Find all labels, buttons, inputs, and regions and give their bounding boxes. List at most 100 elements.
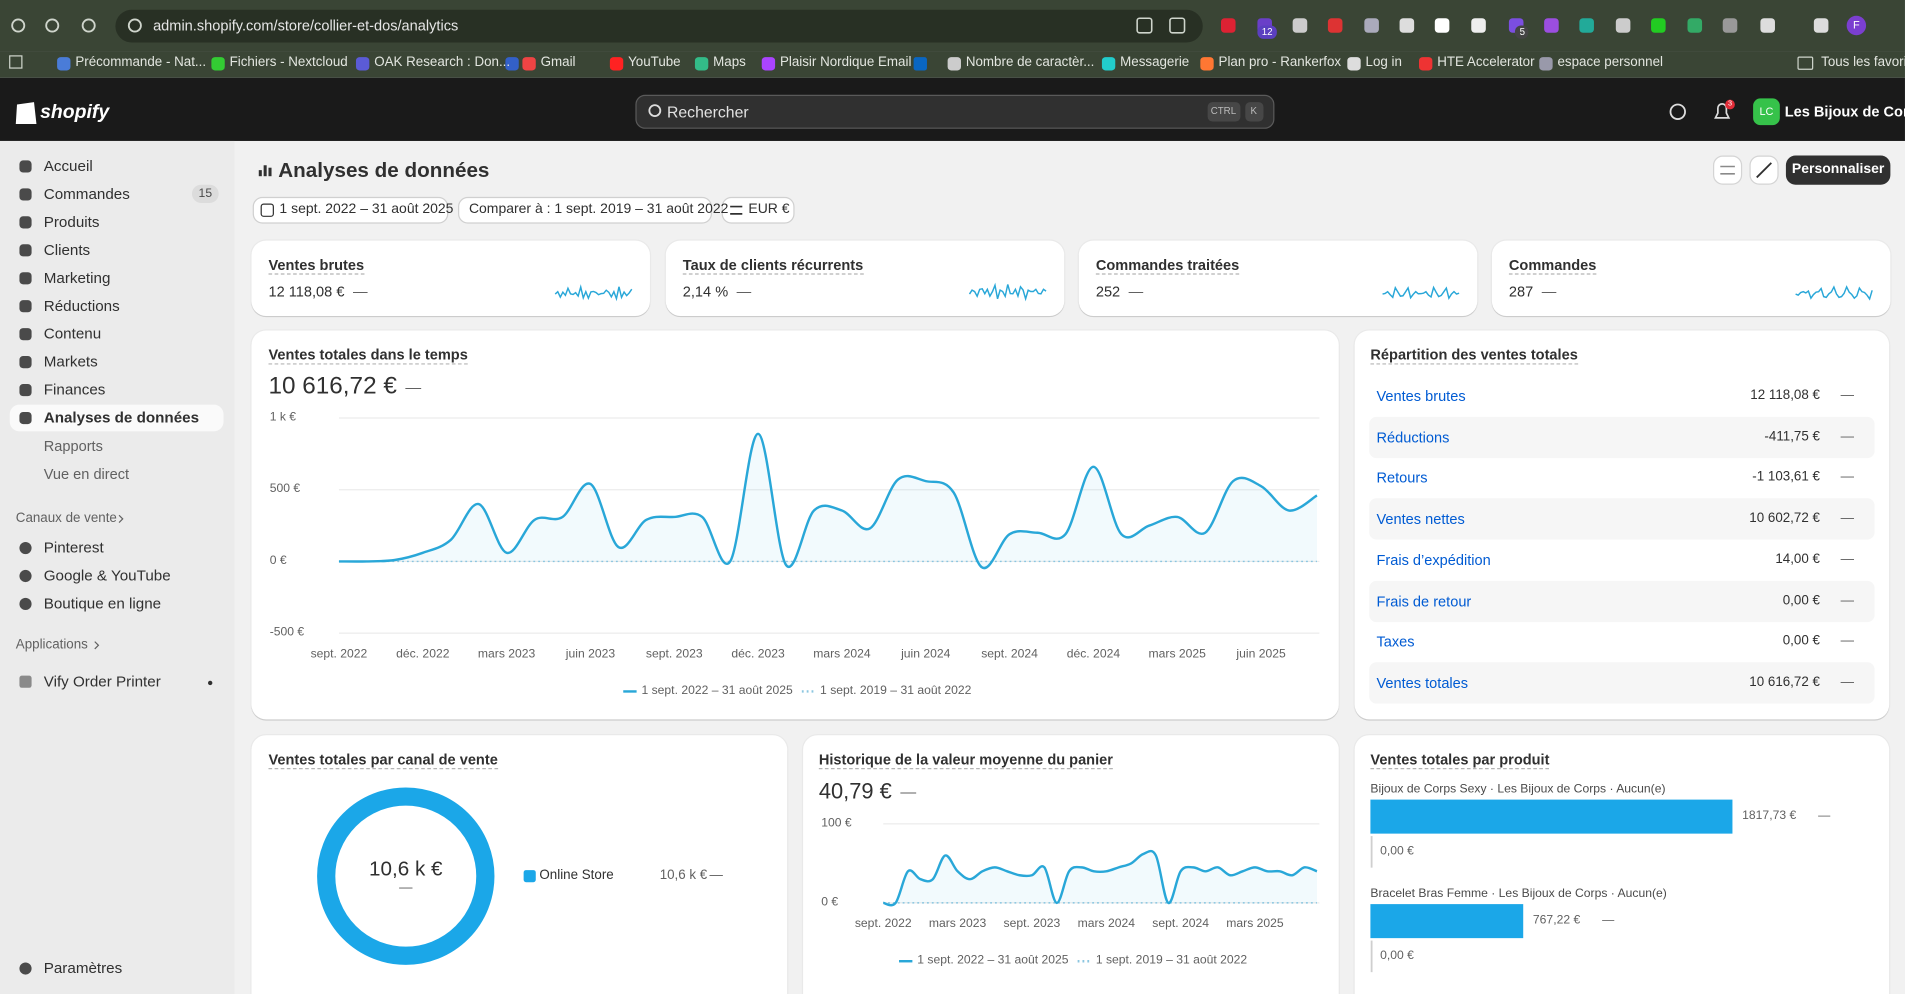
nav-item[interactable]: Finances (43, 381, 106, 399)
x-tick-label: déc. 2022 (396, 647, 450, 662)
search-box[interactable] (635, 94, 1275, 129)
bookmark[interactable]: espace personnel (1557, 55, 1664, 70)
bookmark[interactable]: Plaisir Nordique Email (779, 55, 912, 70)
breakdown-label[interactable]: Frais de retour (1376, 592, 1472, 610)
product-name: Bracelet Bras Femme · Les Bijoux de Corp… (1370, 887, 1667, 901)
y-tick-label: 500 € (269, 482, 301, 496)
date-range[interactable]: 1 sept. 2022 – 31 août 2025 (279, 202, 454, 217)
x-tick-label: juin 2024 (901, 647, 951, 662)
breakdown-delta: — (1840, 511, 1854, 526)
x-tick-label: sept. 2022 (310, 647, 368, 662)
kpi-value-text: 2,14 % (682, 283, 729, 301)
kpi-card (1078, 240, 1478, 316)
product-name: Bijoux de Corps Sexy · Les Bijoux de Cor… (1370, 782, 1666, 796)
bar-value-label: 0,00 € (1380, 949, 1414, 963)
nav-item[interactable]: Produits (43, 213, 100, 231)
bookmark[interactable]: Nombre de caractèr... (965, 55, 1095, 70)
nav-active[interactable] (9, 404, 224, 432)
kpi-label[interactable]: Taux de clients récurrents (682, 256, 864, 275)
nav-item[interactable]: Google & YouTube (43, 567, 171, 585)
search-placeholder[interactable]: Rechercher (666, 102, 749, 121)
extension-badge-text: 12 (1261, 26, 1273, 38)
breakdown-label[interactable]: Taxes (1376, 633, 1415, 651)
nav-item[interactable]: Paramètres (43, 959, 123, 977)
x-tick-label: mars 2025 (1148, 647, 1206, 662)
x-tick-label: sept. 2023 (1003, 917, 1061, 931)
page-title: Analyses de données (278, 158, 490, 182)
icon-button[interactable] (1749, 155, 1779, 185)
nav-subitem[interactable]: Vue en direct (43, 465, 130, 483)
section-heading[interactable]: Applications (15, 637, 88, 652)
nav-item[interactable]: Boutique en ligne (43, 595, 162, 613)
bookmark[interactable]: Maps (713, 55, 746, 70)
shortcut-key (1207, 102, 1241, 122)
bookmark[interactable]: HTE Accelerator (1437, 55, 1535, 70)
icon-button[interactable] (1713, 155, 1743, 185)
customize-label[interactable]: Personnaliser (1791, 161, 1885, 177)
nav-item[interactable]: Pinterest (43, 539, 104, 557)
nav-subitem[interactable]: Rapports (43, 437, 103, 455)
filter-pill[interactable] (252, 196, 449, 224)
currency[interactable]: EUR € (748, 202, 790, 217)
title-icon (263, 165, 267, 177)
address-field[interactable] (115, 9, 1203, 43)
nav-item[interactable]: Contenu (43, 325, 102, 343)
bookmark[interactable]: Gmail (540, 55, 576, 70)
kpi-value-text: 252 (1095, 283, 1121, 301)
breakdown-label[interactable]: Frais d’expédition (1376, 551, 1491, 569)
breakdown-label[interactable]: Ventes nettes (1376, 510, 1465, 528)
legend-label: 1 sept. 2022 – 31 août 2025 (917, 953, 1069, 968)
breakdown-label[interactable]: Réductions (1376, 428, 1450, 446)
nav-item[interactable]: Marketing (43, 269, 111, 287)
orders-badge (191, 184, 219, 203)
nav-item[interactable]: Markets (43, 353, 98, 371)
kpi-label[interactable]: Commandes traitées (1095, 256, 1240, 275)
breakdown-label[interactable]: Ventes brutes (1376, 387, 1466, 405)
kpi-delta: — (1541, 283, 1557, 301)
nav-item[interactable]: Analyses de données (43, 409, 200, 427)
total-delta: — (405, 377, 422, 396)
breakdown-row-bg (1369, 580, 1875, 622)
breakdown-delta: — (1840, 674, 1854, 690)
bookmark[interactable]: Log in (1365, 55, 1402, 70)
breakdown-value: 10 616,72 € (1749, 674, 1820, 690)
bookmark[interactable]: Précommande - Nat... (75, 55, 207, 70)
nav-item[interactable]: Commandes (43, 185, 130, 203)
kpi-label[interactable]: Commandes (1508, 256, 1597, 275)
all-bookmarks[interactable]: Tous les favoris (1821, 55, 1905, 70)
breakdown-label[interactable]: Ventes totales (1376, 674, 1469, 692)
store-name[interactable]: Les Bijoux de Corps (1784, 103, 1905, 121)
store-avatar[interactable] (1753, 98, 1780, 126)
breakdown-label[interactable]: Retours (1376, 469, 1428, 487)
breakdown-row-bg (1369, 416, 1875, 458)
filter-pill[interactable] (721, 196, 795, 224)
breakdown-value: 0,00 € (1782, 593, 1820, 608)
kpi-value: 287 — (1509, 284, 1556, 299)
nav-item[interactable]: Vify Order Printer (43, 672, 161, 690)
orders-badge-text: 15 (198, 186, 213, 200)
legend-label: 1 sept. 2019 – 31 août 2022 (820, 684, 972, 698)
notification-count: 3 (1727, 100, 1733, 109)
filter-pill[interactable] (458, 196, 712, 224)
y-tick-label: 1 k € (269, 410, 297, 425)
store-initials: LC (1759, 105, 1774, 118)
bar-label: 1817,73 € — (1742, 810, 1830, 823)
bookmark[interactable]: Messagerie (1120, 55, 1190, 70)
breakdown-row-bg (1369, 662, 1875, 704)
bookmark[interactable]: OAK Research : Don... (374, 55, 511, 70)
sidebar (0, 140, 235, 994)
bookmark[interactable]: YouTube (628, 55, 681, 70)
legend-label: 1 sept. 2022 – 31 août 2025 (641, 684, 793, 698)
shortcut-key (1245, 102, 1264, 122)
nav-item[interactable]: Clients (43, 241, 91, 259)
customize-button[interactable] (1785, 155, 1891, 185)
kpi-label[interactable]: Ventes brutes (268, 256, 365, 275)
section-heading[interactable]: Canaux de vente (15, 510, 117, 526)
breakdown-value: 14,00 € (1775, 552, 1820, 567)
compare-range[interactable]: Comparer à : 1 sept. 2019 – 31 août 2022 (468, 202, 729, 217)
nav-item[interactable]: Accueil (43, 157, 93, 175)
nav-item[interactable]: Réductions (43, 297, 120, 315)
bookmark[interactable]: Fichiers - Nextcloud (229, 55, 348, 70)
bookmark[interactable]: Plan pro - Rankerfox (1218, 55, 1342, 70)
breakdown-value: 10 602,72 € (1749, 511, 1820, 526)
